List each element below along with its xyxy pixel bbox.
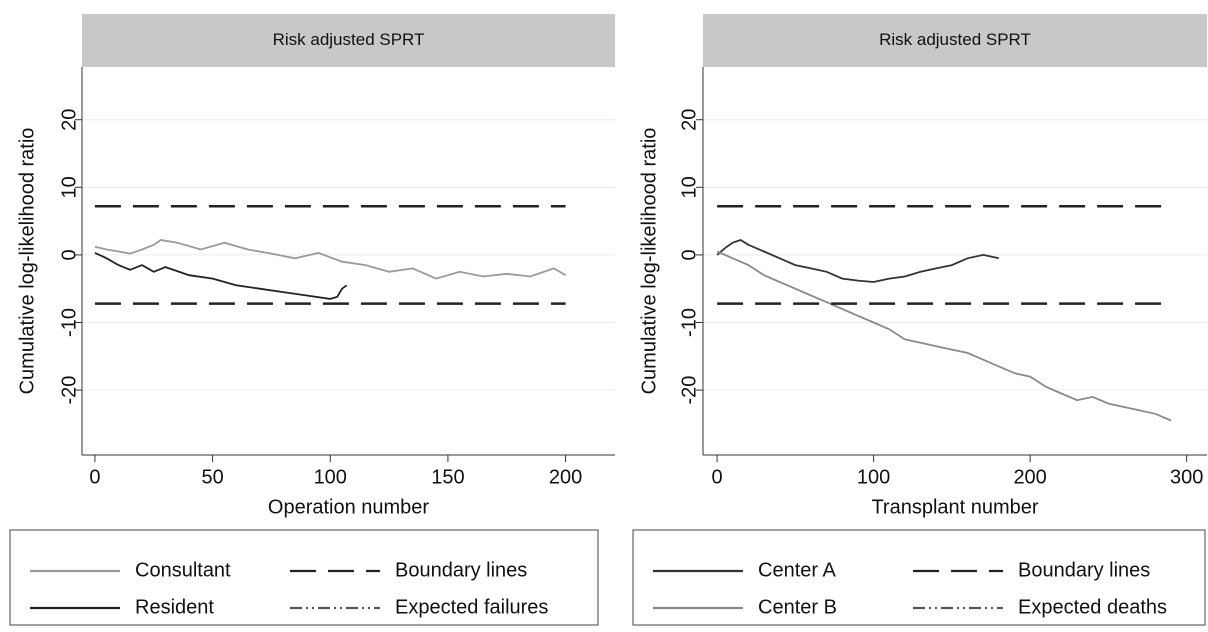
y-tick-label: 10 — [678, 176, 700, 198]
x-tick-label: 0 — [712, 466, 723, 488]
chart-title: Risk adjusted SPRT — [879, 30, 1031, 49]
legend-box — [632, 529, 1206, 626]
series-line — [94, 252, 348, 300]
header-band — [703, 14, 1207, 67]
y-tick-label: -20 — [678, 376, 700, 405]
series-line — [94, 204, 566, 305]
legend-label: Expected deaths — [1018, 596, 1167, 618]
legend-label: Boundary lines — [395, 559, 527, 581]
y-tick-label: -10 — [58, 308, 80, 337]
chart-title: Risk adjusted SPRT — [273, 30, 425, 49]
x-tick-label: 200 — [549, 466, 582, 488]
legend-box — [9, 529, 599, 626]
series-line — [94, 239, 567, 280]
legend-label: Resident — [135, 596, 214, 618]
y-tick-label: 20 — [678, 109, 700, 131]
x-axis-label: Operation number — [268, 496, 430, 518]
x-tick-label: 150 — [431, 466, 464, 488]
y-axis-label: Cumulative log-likelihood ratio — [638, 128, 660, 395]
y-tick-label: 10 — [58, 176, 80, 198]
x-tick-label: 100 — [857, 466, 890, 488]
header-band — [82, 14, 615, 67]
series-line — [716, 250, 1172, 422]
x-tick-label: 100 — [314, 466, 347, 488]
x-tick-label: 0 — [89, 466, 100, 488]
y-axis-label: Cumulative log-likelihood ratio — [16, 128, 38, 395]
legend-label: Expected failures — [395, 596, 548, 618]
series-line — [716, 239, 999, 283]
legend-label: Consultant — [135, 559, 231, 581]
x-tick-label: 50 — [201, 466, 223, 488]
x-axis-label: Transplant number — [871, 496, 1038, 518]
legend-label: Boundary lines — [1018, 559, 1150, 581]
y-tick-label: -20 — [58, 376, 80, 405]
y-tick-label: -10 — [678, 308, 700, 337]
x-tick-label: 200 — [1013, 466, 1046, 488]
y-tick-label: 0 — [58, 249, 80, 260]
y-tick-label: 20 — [58, 109, 80, 131]
x-tick-label: 300 — [1170, 466, 1203, 488]
legend-label: Center B — [758, 596, 837, 618]
legend-label: Center A — [758, 559, 836, 581]
y-tick-label: 0 — [678, 249, 700, 260]
